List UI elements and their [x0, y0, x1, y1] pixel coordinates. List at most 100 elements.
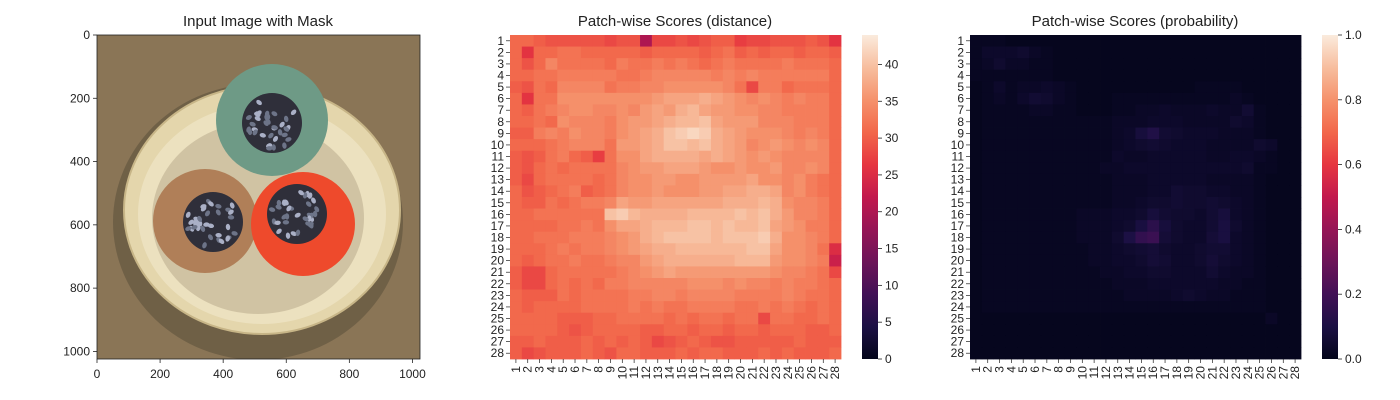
- heatmap-cell: [699, 139, 712, 152]
- heatmap-cell: [710, 58, 724, 71]
- heatmap-cell: [1230, 150, 1243, 163]
- heatmap-cell: [628, 347, 641, 360]
- heatmap-cell: [1147, 104, 1160, 117]
- row-tick-label: 1: [497, 34, 504, 48]
- strand: [275, 204, 282, 210]
- heatmap-cell: [734, 243, 747, 256]
- heatmap-cell: [1265, 254, 1278, 267]
- heatmap-cell: [628, 104, 641, 117]
- heatmap-cell: [628, 185, 641, 198]
- heatmap-cell: [1076, 324, 1089, 337]
- heatmap-cell: [746, 81, 759, 94]
- heatmap-cell: [722, 116, 736, 128]
- heatmap-cell: [1170, 312, 1184, 325]
- heatmap-cell: [993, 312, 1006, 325]
- heatmap-cell: [1029, 208, 1042, 221]
- heatmap-cell: [699, 243, 712, 256]
- strand: [283, 115, 289, 123]
- heatmap-cell: [1241, 69, 1255, 82]
- heatmap-cell: [710, 278, 724, 290]
- heatmap-cell: [1206, 289, 1219, 302]
- heatmap-cell: [1088, 46, 1101, 59]
- heatmap-cell: [557, 347, 570, 360]
- heatmap-cell: [1182, 139, 1196, 152]
- heatmap-cell: [510, 162, 523, 175]
- heatmap-cell: [1088, 127, 1101, 140]
- heatmap-cell: [1076, 220, 1089, 233]
- heatmap-cell: [1206, 312, 1219, 325]
- heatmap-cell: [1147, 162, 1160, 175]
- heatmap-cell: [1005, 301, 1018, 314]
- heatmap-cell: [687, 69, 700, 82]
- heatmap-cell: [793, 58, 806, 71]
- heatmap-cell: [746, 312, 759, 325]
- heatmap-cell: [533, 35, 546, 47]
- heatmap-cell: [1135, 104, 1148, 117]
- heatmap-cell: [1052, 335, 1065, 348]
- row-tick-label: 13: [491, 173, 505, 187]
- heatmap-cell: [1230, 266, 1243, 279]
- heatmap-cell: [510, 243, 523, 256]
- heatmap-cell: [1029, 335, 1042, 348]
- heatmap-cell: [1230, 127, 1243, 140]
- heatmap-cell: [1076, 347, 1089, 360]
- heatmap-cell: [1218, 324, 1231, 337]
- strand: [207, 223, 215, 229]
- heatmap-cell: [521, 104, 535, 117]
- heatmap-cell: [521, 301, 535, 314]
- heatmap-cell: [829, 35, 842, 47]
- heatmap-cell: [1265, 58, 1278, 71]
- heatmap-cell: [993, 116, 1006, 128]
- heatmap-cell: [993, 243, 1006, 256]
- heatmap-cell: [981, 312, 995, 325]
- strand: [225, 235, 230, 242]
- heatmap-cell: [781, 35, 795, 47]
- heatmap-cell: [758, 301, 771, 314]
- heatmap-cell: [640, 104, 653, 117]
- heatmap-cell: [981, 231, 995, 244]
- heatmap-cell: [817, 69, 830, 82]
- heatmap-cell: [758, 185, 771, 198]
- heatmap-cell: [1218, 347, 1231, 360]
- heatmap-cell: [687, 301, 700, 314]
- heatmap-cell: [981, 58, 995, 71]
- heatmap-cell: [829, 278, 842, 290]
- heatmap-cell: [616, 266, 629, 279]
- heatmap-cell: [710, 312, 724, 325]
- heatmap-cell: [1088, 162, 1101, 175]
- heatmap-cell: [1100, 116, 1113, 128]
- strand: [192, 219, 199, 225]
- heatmap-cell: [1253, 58, 1266, 71]
- heatmap-cell: [793, 231, 806, 244]
- heatmap-cell: [1277, 301, 1290, 314]
- heatmap-cell: [1206, 254, 1219, 267]
- heatmap-cell: [829, 324, 842, 337]
- heatmap-cell: [592, 104, 605, 117]
- heatmap-cell: [805, 46, 818, 59]
- heatmap-cell: [699, 116, 712, 128]
- heatmap-cell: [1241, 139, 1255, 152]
- col-tick-label: 11: [1087, 366, 1101, 379]
- heatmap-cell: [970, 335, 983, 348]
- row-tick-label: 21: [951, 265, 965, 279]
- heatmap-cell: [1170, 81, 1184, 94]
- heatmap-cell: [1230, 231, 1243, 244]
- heatmap-cell: [781, 220, 795, 233]
- heatmap-cell: [981, 197, 995, 209]
- heatmap-cell: [781, 254, 795, 267]
- heatmap-cell: [793, 254, 806, 267]
- heatmap-cell: [1170, 301, 1184, 314]
- heatmap-cell: [640, 58, 653, 71]
- heatmap-cell: [793, 46, 806, 59]
- heatmap-cell: [1052, 173, 1065, 186]
- heatmap-cell: [640, 173, 653, 186]
- heatmap-cell: [604, 278, 617, 290]
- heatmap-cell: [687, 243, 700, 256]
- heatmap-cell: [746, 46, 759, 59]
- heatmap-cell: [699, 69, 712, 82]
- heatmap-cell: [1159, 289, 1172, 302]
- heatmap-cell: [1194, 312, 1207, 325]
- strand: [271, 144, 276, 151]
- heatmap-cell: [1230, 92, 1243, 105]
- strand: [259, 133, 266, 138]
